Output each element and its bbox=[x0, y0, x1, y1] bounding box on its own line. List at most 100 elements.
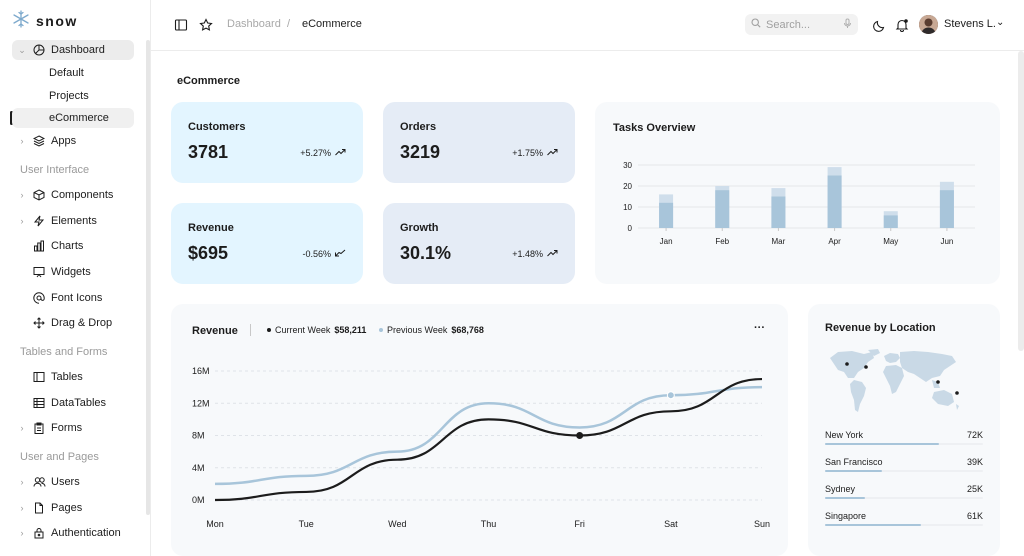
search-input[interactable]: Search... bbox=[745, 14, 858, 35]
user-name[interactable]: Stevens L. bbox=[944, 18, 996, 30]
sidebar-item-drag-drop[interactable]: Drag & Drop bbox=[12, 313, 134, 333]
change-text: +1.75% bbox=[512, 148, 543, 158]
sidebar-item-components[interactable]: › Components bbox=[12, 185, 134, 205]
revenue-by-location-card: Revenue by Location New York 72K San Fra… bbox=[808, 304, 1000, 556]
x-tick-label: Sat bbox=[664, 519, 678, 529]
sidebar-scrollbar[interactable] bbox=[146, 40, 150, 515]
sidebar: snow ⌄ Dashboard Default Projects eComme… bbox=[0, 0, 151, 556]
x-tick-label: Wed bbox=[388, 519, 406, 529]
stat-card-customers[interactable]: Customers 3781 +5.27% bbox=[171, 102, 363, 183]
brand-name: snow bbox=[36, 12, 78, 29]
marker-singapore[interactable] bbox=[936, 380, 940, 384]
tasks-bar-chart: 0 10 20 30 Jan Feb Mar Apr May Jun bbox=[623, 161, 975, 246]
sidebar-item-elements[interactable]: › Elements bbox=[12, 211, 134, 231]
y-tick-label: 30 bbox=[623, 161, 632, 170]
stat-title: Customers bbox=[188, 121, 246, 133]
stat-card-growth[interactable]: Growth 30.1% +1.48% bbox=[383, 203, 575, 284]
bell-icon[interactable] bbox=[894, 17, 910, 33]
sidebar-item-label: Drag & Drop bbox=[51, 317, 113, 329]
sidebar-item-widgets[interactable]: Widgets bbox=[12, 262, 134, 282]
chevron-down-icon[interactable]: ⌄ bbox=[996, 17, 1005, 28]
x-tick-label: Fri bbox=[574, 519, 585, 529]
sidebar-item-pages[interactable]: › Pages bbox=[12, 498, 134, 518]
chevron-down-icon: ⌄ bbox=[18, 44, 26, 55]
bar-chart-icon bbox=[32, 239, 46, 253]
world-map bbox=[830, 349, 959, 412]
sidebar-item-apps[interactable]: › Apps bbox=[12, 131, 134, 151]
sidebar-item-dashboard[interactable]: ⌄ Dashboard bbox=[12, 40, 134, 60]
stat-title: Orders bbox=[400, 121, 437, 133]
trend-up-icon bbox=[547, 148, 558, 158]
stat-card-revenue[interactable]: Revenue $695 -0.56% bbox=[171, 203, 363, 284]
microphone-icon[interactable] bbox=[843, 18, 852, 32]
marker-san-francisco[interactable] bbox=[845, 362, 849, 366]
stat-title: Revenue bbox=[188, 222, 234, 234]
series-line-current-week bbox=[214, 377, 763, 502]
sidebar-item-label: DataTables bbox=[51, 397, 107, 409]
marker-sydney[interactable] bbox=[955, 391, 959, 395]
sidebar-item-users[interactable]: › Users bbox=[12, 472, 134, 492]
bar-completed bbox=[827, 175, 842, 228]
location-name: Singapore bbox=[825, 511, 867, 521]
active-indicator bbox=[10, 111, 13, 125]
brand-logo[interactable]: snow bbox=[12, 10, 78, 31]
main-scrollbar[interactable] bbox=[1018, 51, 1024, 351]
tasks-overview-card: Tasks Overview 0 10 20 30 Jan Feb Mar Apr May Jun bbox=[595, 102, 1000, 284]
more-options-icon[interactable]: ··· bbox=[754, 322, 765, 334]
trend-up-icon bbox=[547, 249, 558, 259]
users-icon bbox=[32, 475, 46, 489]
x-tick-label: May bbox=[883, 237, 898, 246]
marker-new-york[interactable] bbox=[864, 365, 868, 369]
x-tick-label: Mon bbox=[206, 519, 224, 529]
file-icon bbox=[32, 501, 46, 515]
search-placeholder: Search... bbox=[766, 18, 811, 31]
x-tick-label: Tue bbox=[299, 519, 314, 529]
stat-value: 30.1% bbox=[400, 243, 452, 263]
star-icon[interactable] bbox=[198, 17, 214, 33]
avatar[interactable] bbox=[919, 15, 938, 34]
y-tick-label: 0 bbox=[628, 224, 633, 233]
legend-dot bbox=[379, 328, 383, 332]
x-tick-label: Jun bbox=[940, 237, 953, 246]
sidebar-item-label: Widgets bbox=[51, 266, 91, 278]
bar-completed bbox=[659, 202, 674, 228]
moon-icon[interactable] bbox=[871, 17, 887, 33]
sidebar-subitem-projects[interactable]: Projects bbox=[49, 90, 89, 102]
stat-change: -0.56% bbox=[302, 249, 346, 259]
sidebar-item-font-icons[interactable]: Font Icons bbox=[12, 288, 134, 308]
sidebar-item-charts[interactable]: Charts bbox=[12, 236, 134, 256]
breadcrumb-ecommerce: eCommerce bbox=[302, 18, 362, 30]
legend-previous-value: $68,768 bbox=[451, 325, 484, 335]
location-track bbox=[825, 443, 983, 445]
sidebar-subitem-ecommerce[interactable]: eCommerce bbox=[12, 108, 134, 128]
trend-up-icon bbox=[335, 148, 346, 158]
y-tick-label: 8M bbox=[192, 431, 205, 441]
at-sign-icon bbox=[32, 291, 46, 305]
chevron-right-icon: › bbox=[20, 477, 24, 487]
location-value: 61K bbox=[966, 511, 983, 521]
sidebar-item-label: Pages bbox=[51, 502, 83, 514]
clipboard-icon bbox=[32, 421, 46, 435]
lock-icon bbox=[32, 526, 46, 540]
stat-card-orders[interactable]: Orders 3219 +1.75% bbox=[383, 102, 575, 183]
sidebar-item-datatables[interactable]: DataTables bbox=[12, 393, 134, 413]
breadcrumb-dashboard[interactable]: Dashboard bbox=[227, 18, 281, 30]
sidebar-item-authentication[interactable]: › Authentication bbox=[12, 523, 134, 543]
legend-previous-label: Previous Week bbox=[387, 325, 448, 335]
bar-completed bbox=[715, 190, 730, 228]
sidebar-toggle-icon[interactable] bbox=[173, 17, 189, 33]
location-value: 72K bbox=[966, 430, 983, 440]
sidebar-item-forms[interactable]: › Forms bbox=[12, 418, 134, 438]
sidebar-item-label: Authentication bbox=[51, 527, 121, 539]
location-bar bbox=[825, 497, 865, 499]
sidebar-item-label: Components bbox=[51, 189, 114, 201]
change-text: +5.27% bbox=[300, 148, 331, 158]
chevron-right-icon: › bbox=[20, 503, 24, 513]
section-user-interface: User Interface bbox=[20, 164, 90, 176]
sidebar-item-tables[interactable]: Tables bbox=[12, 367, 134, 387]
datatable-icon bbox=[32, 396, 46, 410]
bar-completed bbox=[939, 190, 954, 228]
sidebar-subitem-default[interactable]: Default bbox=[49, 67, 84, 79]
x-tick-label: Jan bbox=[660, 237, 673, 246]
point-previous-sat bbox=[666, 391, 675, 400]
